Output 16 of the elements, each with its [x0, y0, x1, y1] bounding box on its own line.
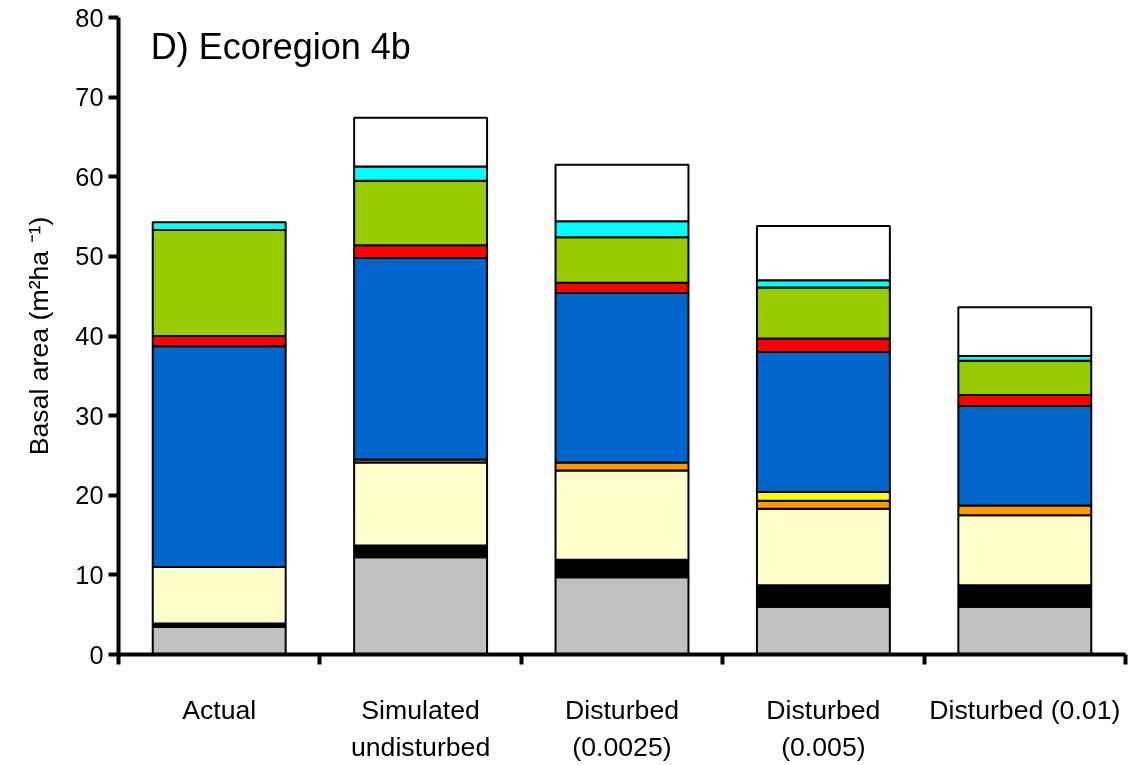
x-tick-label: Simulated undisturbed — [350, 694, 491, 762]
y-tick-label: 60 — [75, 162, 104, 191]
x-tick-label: Actual — [182, 694, 257, 725]
y-tick-label: 20 — [75, 481, 104, 510]
y-tick-label: 30 — [75, 401, 104, 430]
y-tick-label: 0 — [89, 640, 104, 669]
y-tick-label: 50 — [75, 242, 104, 271]
x-tick-label: Disturbed (0.01) — [929, 694, 1121, 725]
y-axis-title: Basal area (m²ha ⁻¹) — [24, 216, 55, 456]
y-tick-label: 80 — [75, 3, 104, 32]
y-tick-label: 70 — [75, 83, 104, 112]
y-tick-label: 40 — [75, 322, 104, 350]
y-tick-label: 10 — [75, 560, 104, 589]
x-tick-label: Disturbed (0.005) — [766, 694, 881, 762]
x-tick-label: Disturbed (0.0025) — [564, 694, 680, 762]
chart-title: D) Ecoregion 4b — [150, 25, 411, 67]
